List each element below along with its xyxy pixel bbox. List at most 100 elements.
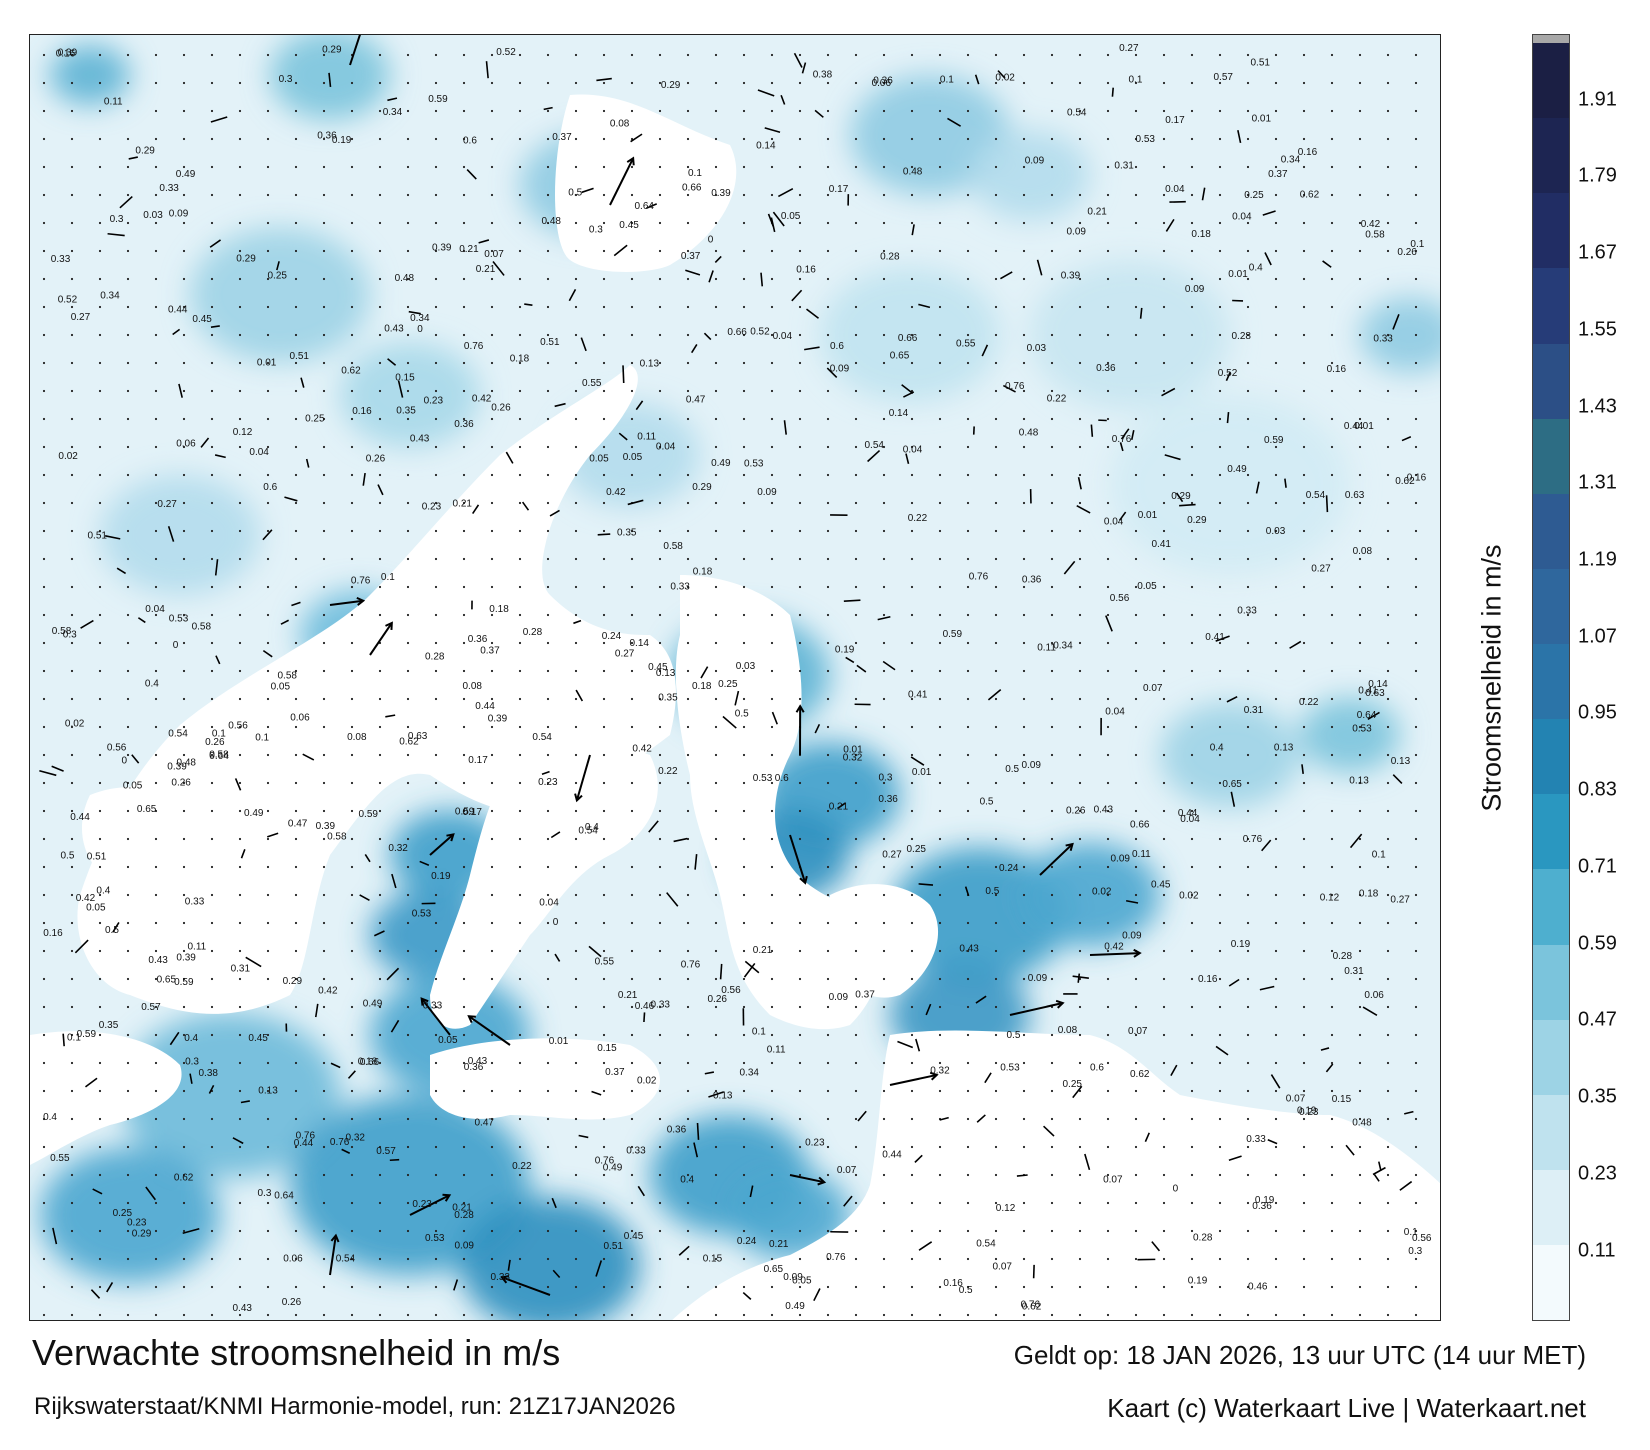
grid-point [294, 53, 298, 57]
speed-value-label: 0.1 [67, 1033, 81, 1044]
grid-point [126, 725, 130, 729]
grid-point [1274, 557, 1278, 561]
colorbar [1532, 34, 1570, 1321]
arrow-head [795, 704, 805, 713]
speed-value-label: 0.25 [113, 1208, 133, 1219]
grid-point [1358, 1285, 1362, 1289]
grid-point [994, 109, 998, 113]
grid-point [210, 249, 214, 253]
grid-point [266, 557, 270, 561]
grid-point [406, 949, 410, 953]
grid-point [910, 501, 914, 505]
grid-point [1190, 417, 1194, 421]
grid-point [826, 1033, 830, 1037]
grid-point [98, 1173, 102, 1177]
grid-point [1274, 1173, 1278, 1177]
current-arrow [300, 377, 305, 388]
speed-value-label: 0.44 [70, 812, 90, 823]
grid-point [742, 613, 746, 617]
grid-point [462, 977, 466, 981]
speed-value-label: 0.21 [769, 1239, 789, 1250]
grid-point [42, 445, 46, 449]
grid-point [350, 977, 354, 981]
current-arrow [262, 529, 273, 541]
grid-point [490, 221, 494, 225]
grid-point [1218, 1201, 1222, 1205]
speed-value-label: 0.23 [1299, 1107, 1319, 1118]
grid-point [1358, 641, 1362, 645]
grid-point [1022, 1089, 1026, 1093]
grid-point [1050, 1033, 1054, 1037]
grid-point [294, 893, 298, 897]
grid-point [602, 781, 606, 785]
grid-point [462, 445, 466, 449]
grid-point [854, 221, 858, 225]
grid-point [770, 1145, 774, 1149]
grid-point [490, 361, 494, 365]
current-arrow [208, 1084, 215, 1094]
grid-point [1302, 1089, 1306, 1093]
current-speed-map[interactable]: 0.29 0.36 0.1 0 0 0.19 0.46 0.01 0.48 0.12 0.19 0.4… [29, 34, 1441, 1321]
grid-point [1190, 1229, 1194, 1233]
grid-point [1078, 81, 1082, 85]
grid-point [350, 921, 354, 925]
speed-value-label: 0.54 [1067, 107, 1087, 118]
grid-point [966, 557, 970, 561]
speed-value-label: 0.64 [274, 1191, 294, 1202]
grid-point [98, 1313, 102, 1317]
speed-value-label: 0.56 [721, 985, 741, 996]
grid-point [70, 417, 74, 421]
grid-point [1022, 417, 1026, 421]
grid-point [238, 1201, 242, 1205]
current-arrow [1130, 430, 1135, 441]
current-arrow [903, 391, 915, 398]
grid-point [966, 1285, 970, 1289]
grid-point [1414, 1313, 1418, 1317]
grid-point [98, 949, 102, 953]
grid-point [1386, 277, 1390, 281]
grid-point [266, 921, 270, 925]
grid-point [126, 1005, 130, 1009]
grid-point [98, 1201, 102, 1205]
grid-point [294, 193, 298, 197]
speed-value-label: 0.29 [661, 80, 681, 91]
current-arrow [1270, 1074, 1281, 1089]
grid-point [1414, 473, 1418, 477]
grid-point [966, 1173, 970, 1177]
grid-point [182, 109, 186, 113]
speed-value-label: 0.25 [718, 679, 738, 690]
grid-point [294, 809, 298, 813]
grid-point [1022, 529, 1026, 533]
grid-point [1330, 473, 1334, 477]
grid-point [602, 137, 606, 141]
current-arrow [772, 211, 785, 227]
grid-point [98, 641, 102, 645]
grid-point [42, 1005, 46, 1009]
grid-point [294, 305, 298, 309]
grid-point [1414, 529, 1418, 533]
grid-point [518, 1061, 522, 1065]
grid-point [1358, 1005, 1362, 1009]
grid-point [1386, 865, 1390, 869]
grid-point [1078, 1117, 1082, 1121]
grid-point [714, 1089, 718, 1093]
grid-point [182, 865, 186, 869]
current-arrow [914, 1154, 923, 1163]
grid-point [154, 837, 158, 841]
grid-point [602, 613, 606, 617]
speed-value-label: 0.08 [610, 119, 630, 130]
grid-point [938, 1033, 942, 1037]
speed-value-label: 0.22 [908, 513, 928, 524]
grid-point [630, 641, 634, 645]
grid-point [826, 977, 830, 981]
grid-point [1330, 1033, 1334, 1037]
grid-point [350, 725, 354, 729]
grid-point [266, 753, 270, 757]
current-arrow [1090, 424, 1094, 437]
grid-point [1386, 1257, 1390, 1261]
colorbar-tick-label: 0.23 [1578, 1162, 1617, 1185]
grid-point [434, 501, 438, 505]
grid-point [434, 529, 438, 533]
grid-point [406, 277, 410, 281]
grid-point [546, 697, 550, 701]
